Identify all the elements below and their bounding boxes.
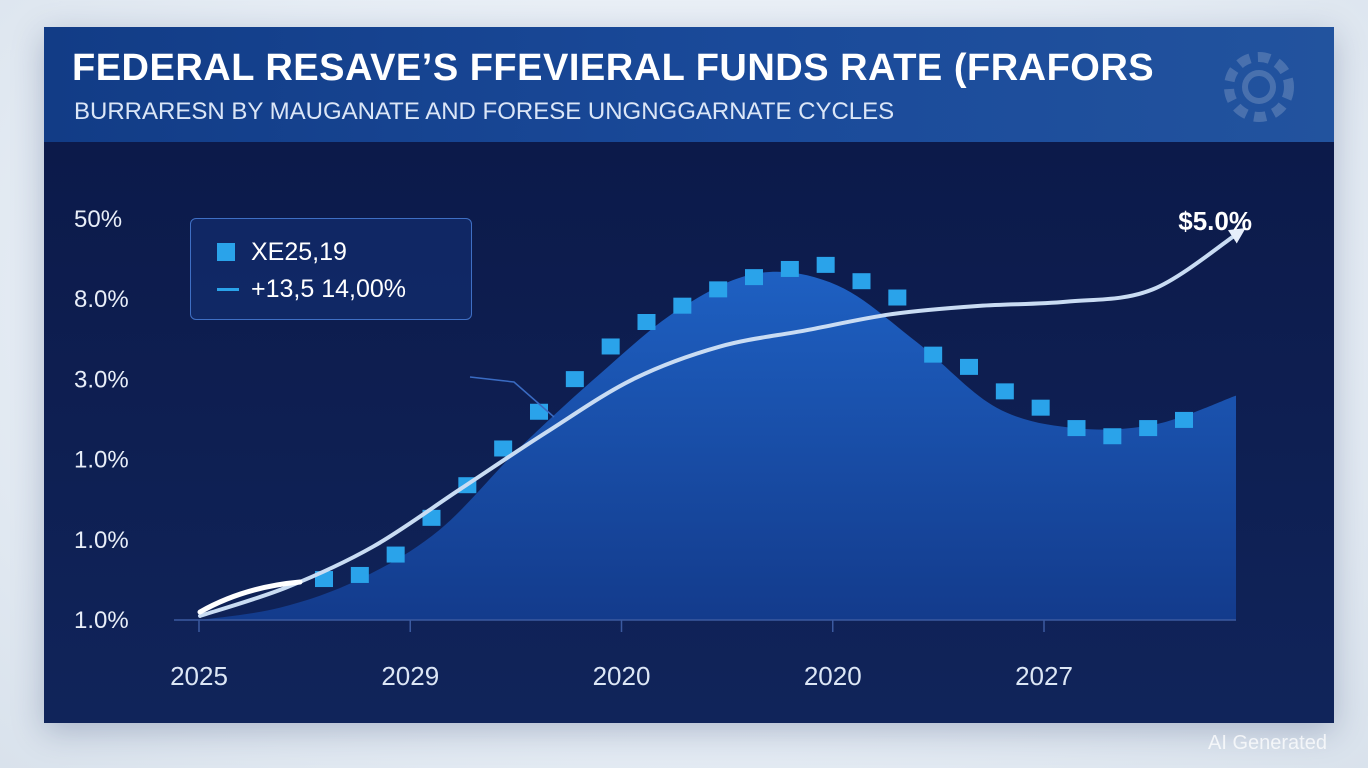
- bar-mark: [1139, 420, 1158, 437]
- x-tick-label: 2027: [1015, 661, 1073, 691]
- bar-mark: [601, 338, 620, 355]
- trend-line-start-segment: [197, 579, 303, 615]
- x-tick-label: 2020: [804, 661, 862, 691]
- x-tick-label: 2025: [170, 661, 228, 691]
- trend-line-layer: [197, 227, 1246, 618]
- chart-card: FEDERAL RESAVE’S FFEVIERAL FUNDS RATE (F…: [44, 27, 1334, 723]
- gear-decoration-icon: [1224, 52, 1294, 122]
- bar-mark: [745, 269, 763, 286]
- y-tick-label: 3.0%: [74, 366, 129, 393]
- legend-item-line: +13,5 14,00%: [217, 274, 406, 304]
- y-tick-label: 1.0%: [74, 527, 129, 554]
- chart-canvas: 50% 8.0% 3.0% 1.0% 1.0% 1.0% 2025 2029 2020 2020…: [74, 206, 1252, 691]
- bar-mark: [924, 346, 943, 363]
- ai-generated-watermark: AI Generated: [1208, 732, 1327, 754]
- x-tick-label: 2020: [593, 661, 651, 691]
- bar-mark: [1103, 428, 1122, 445]
- bar-mark: [1175, 411, 1193, 428]
- bar-mark: [816, 256, 835, 273]
- x-tick-layer: 2025 2029 2020 2020 2027: [170, 620, 1073, 691]
- area-series-layer: [200, 271, 1236, 620]
- bar-mark: [386, 546, 405, 563]
- callout-leader-line: [469, 376, 555, 418]
- x-tick-label: 2029: [381, 661, 439, 691]
- legend-bar-swatch: [217, 243, 235, 261]
- bar-mark: [995, 383, 1014, 400]
- y-tick-layer: 50% 8.0% 3.0% 1.0% 1.0% 1.0%: [74, 206, 129, 634]
- bar-series-layer: [315, 256, 1193, 588]
- bar-mark: [780, 260, 799, 277]
- chart-subtitle: BURRARESN BY MAUGANATE AND FORESE UNGNGG…: [74, 98, 895, 125]
- bar-mark: [637, 314, 656, 330]
- bar-mark: [530, 403, 548, 420]
- bar-mark: [494, 440, 513, 457]
- y-tick-label: 1.0%: [74, 607, 129, 634]
- bar-mark: [1067, 420, 1086, 437]
- legend-box: XE25,19 +13,5 14,00%: [190, 218, 472, 320]
- y-tick-label: 8.0%: [74, 286, 129, 313]
- y-tick-label: 50%: [74, 206, 122, 233]
- bar-mark: [350, 566, 369, 583]
- bar-mark: [960, 358, 978, 375]
- trend-line: [198, 227, 1246, 618]
- area-series: [200, 271, 1236, 620]
- bar-mark: [852, 273, 871, 290]
- bar-mark: [673, 297, 692, 314]
- bar-mark: [1031, 399, 1050, 416]
- end-value-label: $5.0%: [1178, 206, 1252, 236]
- legend-line-swatch: [217, 287, 239, 291]
- chart-title: FEDERAL RESAVE’S FFEVIERAL FUNDS RATE (F…: [72, 47, 1155, 89]
- bar-mark: [565, 371, 584, 388]
- bar-mark: [709, 281, 728, 298]
- legend-item-bars: XE25,19: [217, 237, 347, 267]
- legend-line-label: +13,5 14,00%: [251, 274, 406, 303]
- legend-bar-label: XE25,19: [251, 237, 347, 266]
- chart-header: FEDERAL RESAVE’S FFEVIERAL FUNDS RATE (F…: [44, 27, 1334, 142]
- bar-mark: [888, 289, 907, 306]
- y-tick-label: 1.0%: [74, 447, 129, 474]
